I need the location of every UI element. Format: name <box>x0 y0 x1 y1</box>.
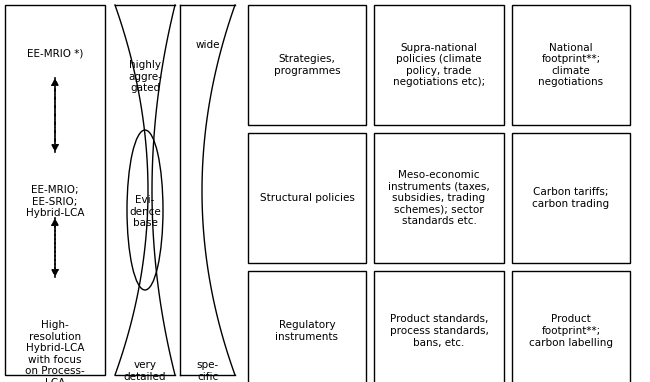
Bar <box>512 271 630 382</box>
Text: Structural policies: Structural policies <box>259 193 354 203</box>
Text: spe-
cific: spe- cific <box>197 360 219 382</box>
Bar <box>512 133 630 263</box>
Bar <box>248 133 366 263</box>
Text: Regulatory
instruments: Regulatory instruments <box>276 320 339 342</box>
Text: EE-MRIO *): EE-MRIO *) <box>27 48 83 58</box>
Text: highly
aggre-
gated: highly aggre- gated <box>128 60 162 93</box>
Text: very
detailed: very detailed <box>124 360 166 382</box>
Text: wide: wide <box>196 40 220 50</box>
Text: EE-MRIO;
EE-SRIO;
Hybrid-LCA: EE-MRIO; EE-SRIO; Hybrid-LCA <box>26 185 84 218</box>
Bar <box>374 5 504 125</box>
Text: Supra-national
policies (climate
policy, trade
negotiations etc);: Supra-national policies (climate policy,… <box>393 43 485 87</box>
Bar <box>374 271 504 382</box>
Bar <box>248 271 366 382</box>
Bar <box>5 5 105 375</box>
Text: Strategies,
programmes: Strategies, programmes <box>274 54 341 76</box>
Text: Product standards,
process standards,
bans, etc.: Product standards, process standards, ba… <box>389 314 488 348</box>
Bar <box>374 133 504 263</box>
Text: National
footprint**;
climate
negotiations: National footprint**; climate negotiatio… <box>538 43 604 87</box>
Text: Evi-
dence
base: Evi- dence base <box>129 195 161 228</box>
Bar <box>248 5 366 125</box>
Text: Carbon tariffs;
carbon trading: Carbon tariffs; carbon trading <box>532 187 610 209</box>
Bar <box>512 5 630 125</box>
Text: High-
resolution
Hybrid-LCA
with focus
on Process-
LCA: High- resolution Hybrid-LCA with focus o… <box>25 320 85 382</box>
Text: Product
footprint**;
carbon labelling: Product footprint**; carbon labelling <box>529 314 613 348</box>
Text: Meso-economic
instruments (taxes,
subsidies, trading
schemes); sector
standards : Meso-economic instruments (taxes, subsid… <box>388 170 490 226</box>
